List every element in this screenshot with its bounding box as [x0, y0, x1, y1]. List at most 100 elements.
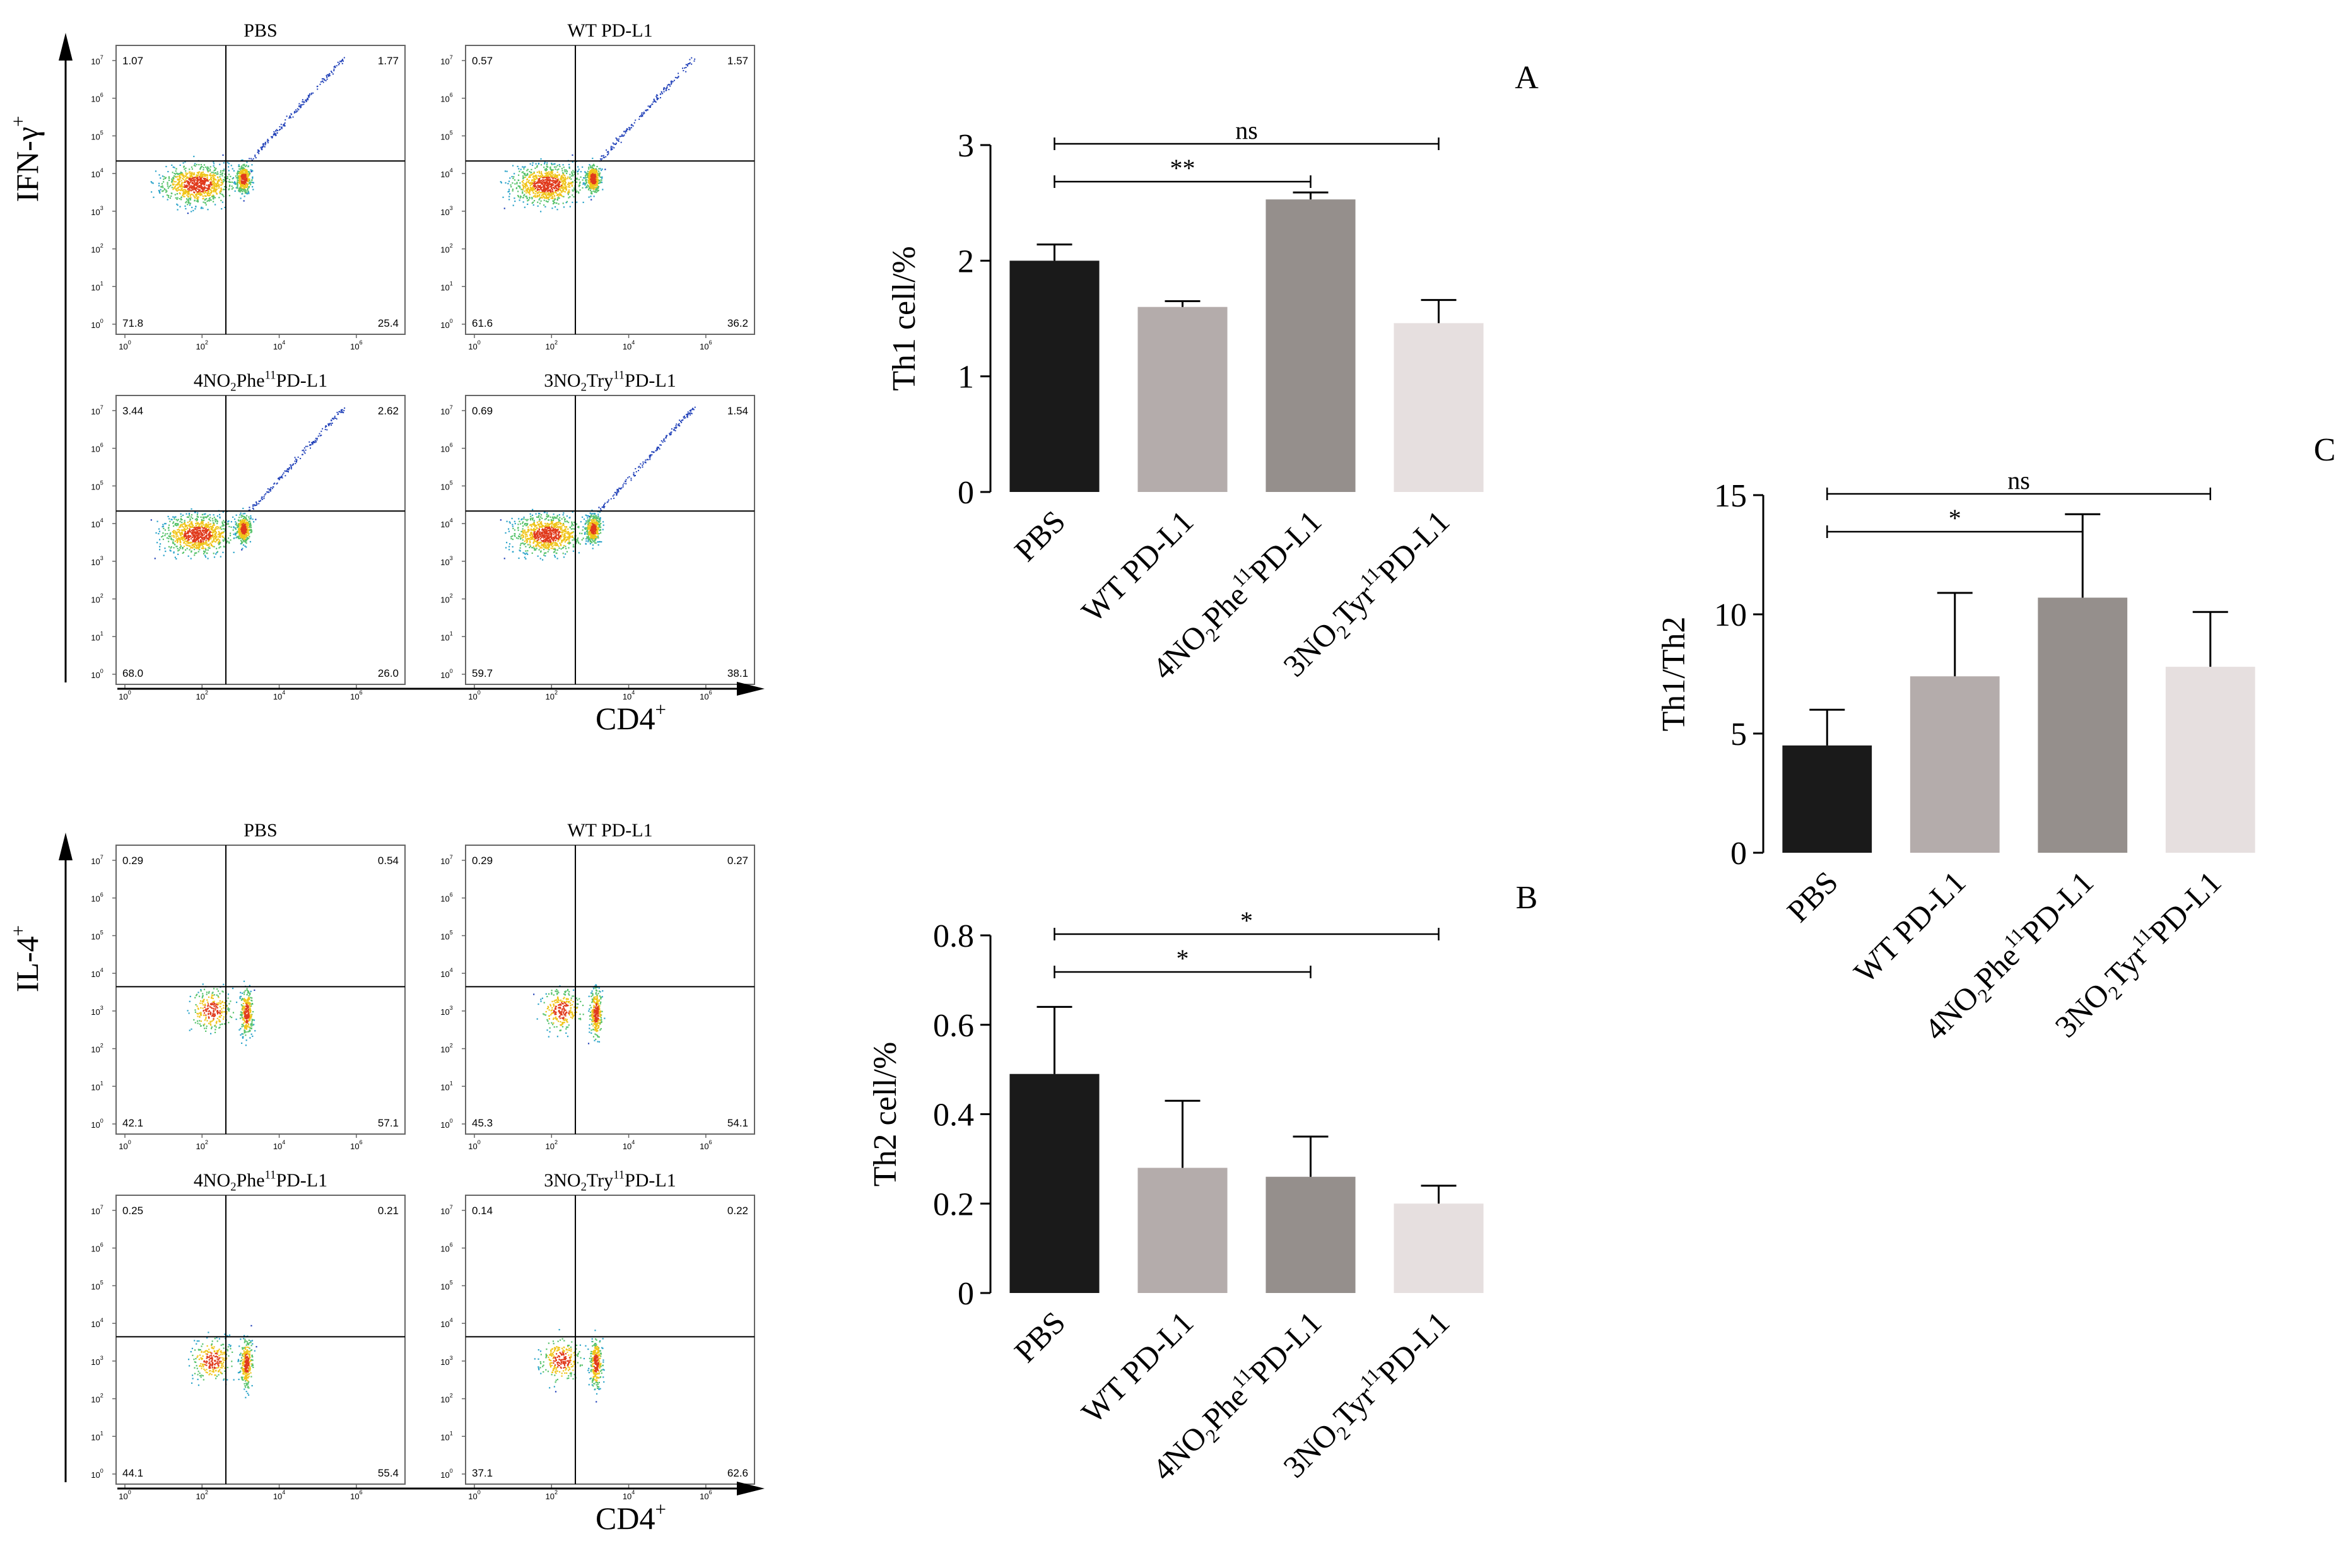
- flow-event: [505, 547, 507, 549]
- flow-event: [531, 174, 532, 176]
- flow-event: [185, 191, 187, 193]
- flow-event: [175, 170, 177, 172]
- flow-event: [531, 536, 533, 538]
- flow-event: [546, 182, 548, 184]
- flow-event: [568, 163, 570, 166]
- flow-event: [185, 526, 187, 528]
- flow-event: [520, 542, 522, 544]
- flow-event: [512, 177, 514, 180]
- flow-event: [656, 97, 658, 98]
- flow-event: [553, 166, 556, 168]
- flow-event: [601, 158, 603, 160]
- flow-event: [548, 185, 549, 187]
- flow-event: [182, 551, 185, 553]
- flow-event: [214, 518, 216, 520]
- flow-event: [210, 190, 212, 192]
- flow-event: [588, 167, 590, 168]
- flow-event: [251, 159, 253, 161]
- flow-event: [555, 190, 556, 192]
- flow-event: [593, 165, 595, 167]
- flow-event: [606, 154, 608, 156]
- flow-event: [235, 522, 238, 524]
- flow-event: [199, 187, 201, 189]
- flow-event: [196, 527, 198, 529]
- flow-event: [615, 143, 617, 145]
- flow-event: [560, 527, 561, 529]
- flow-event: [687, 65, 689, 67]
- flow-event: [207, 166, 209, 168]
- flow-event: [557, 183, 559, 185]
- flow-tick-exponent: 4: [282, 689, 285, 696]
- flow-event: [221, 170, 224, 172]
- flow-event: [214, 541, 216, 543]
- flow-event: [194, 552, 197, 554]
- flow-event: [195, 176, 197, 178]
- flow-event: [180, 173, 182, 175]
- flow-event: [667, 85, 669, 86]
- flow-event: [238, 165, 240, 167]
- flow-event: [539, 202, 541, 204]
- flow-event: [567, 192, 569, 194]
- flow-event: [534, 187, 536, 189]
- flow-event: [200, 190, 202, 192]
- flow-event: [553, 177, 555, 179]
- flow-event: [522, 175, 524, 177]
- flow-event: [183, 166, 185, 168]
- flow-event: [283, 125, 285, 127]
- flow-event: [175, 537, 177, 539]
- flow-event: [557, 531, 559, 533]
- flow-event: [192, 533, 194, 535]
- flow-event: [322, 81, 324, 83]
- flow-event: [185, 186, 187, 188]
- flow-event: [514, 535, 516, 537]
- flow-event: [224, 176, 226, 178]
- flow-event: [564, 183, 567, 185]
- flow-event: [549, 195, 551, 197]
- flow-event: [211, 541, 213, 542]
- flow-event: [671, 80, 672, 82]
- flow-y-tick-label: 100: [440, 668, 452, 680]
- flow-event: [320, 81, 322, 83]
- flow-event: [247, 530, 249, 532]
- flow-event: [240, 536, 242, 538]
- flow-event: [187, 192, 190, 194]
- flow-event: [173, 517, 175, 518]
- flow-event: [213, 539, 215, 541]
- flow-tick-exponent: 2: [100, 243, 103, 249]
- flow-event: [564, 191, 566, 193]
- flow-event: [585, 172, 587, 173]
- flow-event: [239, 527, 242, 529]
- flow-event: [177, 204, 179, 206]
- flow-event: [535, 175, 537, 177]
- flow-event: [237, 530, 239, 532]
- flow-event: [197, 196, 199, 198]
- flow-event: [315, 441, 317, 443]
- flow-event: [209, 523, 212, 525]
- flow-event: [179, 177, 181, 179]
- flow-event: [158, 185, 160, 187]
- flow-event: [208, 529, 209, 530]
- flow-event: [526, 175, 527, 177]
- flow-event: [512, 190, 514, 192]
- flow-event: [214, 519, 216, 521]
- flow-event: [241, 524, 243, 525]
- flow-event: [342, 60, 344, 62]
- flow-event: [194, 199, 196, 201]
- flow-event: [599, 158, 601, 160]
- flow-event: [223, 189, 225, 190]
- flow-event: [238, 523, 240, 525]
- flow-event: [601, 179, 602, 181]
- flow-event: [192, 189, 194, 191]
- flow-event: [678, 76, 679, 78]
- flow-event: [338, 64, 339, 66]
- flow-event: [247, 534, 249, 537]
- flow-event: [249, 535, 250, 537]
- flow-event: [181, 182, 183, 184]
- flow-event: [240, 187, 242, 189]
- flow-event: [199, 549, 201, 551]
- flow-event: [631, 127, 633, 129]
- flow-event: [213, 175, 214, 177]
- flow-event: [562, 187, 564, 189]
- flow-event: [213, 167, 216, 168]
- flow-event: [519, 533, 520, 535]
